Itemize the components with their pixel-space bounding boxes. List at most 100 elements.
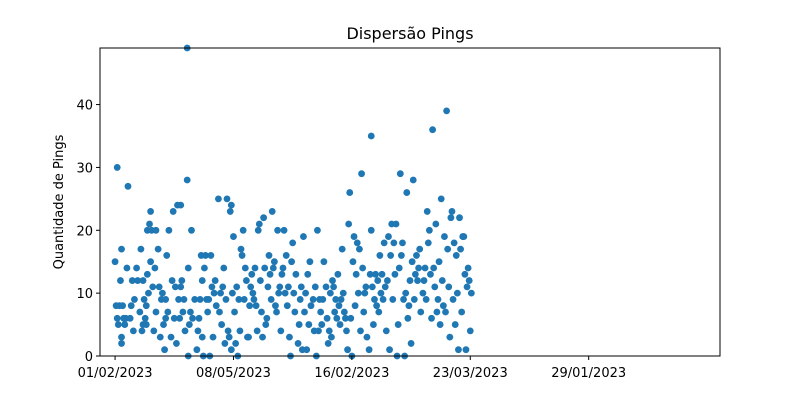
data-point bbox=[180, 296, 188, 303]
data-point bbox=[439, 302, 447, 310]
data-point bbox=[155, 283, 163, 291]
data-point bbox=[171, 283, 179, 291]
data-point bbox=[113, 314, 121, 322]
data-point bbox=[152, 226, 160, 234]
data-point bbox=[165, 226, 173, 234]
data-point bbox=[161, 346, 168, 354]
data-point bbox=[176, 314, 184, 322]
data-point bbox=[449, 296, 457, 303]
data-point bbox=[248, 270, 256, 278]
data-point bbox=[126, 314, 134, 322]
data-point bbox=[162, 314, 170, 322]
data-point bbox=[455, 346, 462, 354]
data-point bbox=[453, 289, 461, 297]
data-point bbox=[207, 252, 215, 259]
data-point bbox=[235, 296, 243, 303]
y-tick-label: 10 bbox=[76, 287, 93, 302]
data-point bbox=[283, 302, 291, 310]
data-point bbox=[258, 308, 265, 316]
data-point bbox=[224, 327, 232, 335]
data-point bbox=[222, 296, 230, 303]
data-point bbox=[198, 277, 206, 284]
data-point bbox=[320, 258, 328, 266]
data-point bbox=[425, 226, 433, 234]
data-point bbox=[300, 233, 307, 240]
data-point bbox=[376, 252, 384, 259]
data-point bbox=[430, 264, 438, 272]
data-point bbox=[160, 321, 167, 328]
data-point bbox=[277, 327, 285, 335]
data-point bbox=[460, 233, 468, 240]
data-point bbox=[318, 321, 326, 328]
data-point bbox=[113, 164, 121, 171]
data-point bbox=[266, 270, 274, 278]
data-point bbox=[236, 327, 244, 335]
data-point bbox=[353, 239, 361, 247]
data-point bbox=[368, 283, 376, 291]
y-tick-label: 20 bbox=[76, 224, 93, 239]
data-point bbox=[142, 321, 150, 328]
data-point bbox=[201, 264, 208, 272]
data-point bbox=[154, 245, 162, 253]
data-point bbox=[136, 308, 144, 316]
data-point bbox=[168, 277, 176, 284]
data-point bbox=[133, 264, 141, 272]
data-point bbox=[437, 195, 445, 203]
data-point bbox=[435, 258, 443, 266]
data-point bbox=[282, 252, 290, 259]
data-point bbox=[246, 302, 254, 310]
data-point bbox=[119, 302, 126, 310]
data-point bbox=[255, 220, 263, 228]
data-point bbox=[247, 283, 255, 291]
data-point bbox=[217, 289, 224, 297]
data-point bbox=[145, 289, 152, 297]
data-point bbox=[202, 252, 209, 259]
data-point bbox=[278, 270, 286, 278]
data-point bbox=[446, 333, 454, 341]
data-point bbox=[230, 233, 237, 240]
data-point bbox=[334, 270, 342, 278]
data-point bbox=[254, 226, 262, 234]
data-point bbox=[385, 233, 392, 240]
data-point bbox=[256, 277, 264, 284]
data-point bbox=[360, 308, 368, 316]
data-point bbox=[179, 308, 187, 316]
data-point bbox=[215, 195, 222, 203]
data-point bbox=[352, 270, 360, 278]
data-point bbox=[288, 258, 295, 266]
data-point bbox=[164, 308, 172, 316]
data-point bbox=[415, 264, 423, 272]
data-point bbox=[363, 333, 371, 341]
data-point bbox=[340, 308, 348, 316]
data-point bbox=[436, 321, 444, 328]
data-point bbox=[184, 264, 192, 272]
data-point bbox=[378, 270, 386, 278]
data-point bbox=[452, 252, 460, 259]
data-point bbox=[211, 277, 219, 284]
data-point bbox=[239, 226, 247, 234]
data-point bbox=[391, 270, 399, 278]
data-point bbox=[366, 270, 374, 278]
data-point bbox=[465, 277, 473, 284]
data-point bbox=[434, 296, 442, 303]
data-point bbox=[421, 264, 429, 272]
data-point bbox=[405, 302, 413, 310]
data-point bbox=[231, 308, 238, 316]
data-point bbox=[204, 308, 212, 316]
data-point bbox=[428, 314, 435, 322]
data-point bbox=[131, 296, 138, 303]
data-point bbox=[250, 296, 258, 303]
data-point bbox=[396, 170, 404, 178]
data-point bbox=[151, 264, 159, 272]
data-point bbox=[205, 296, 213, 303]
data-point bbox=[129, 327, 137, 335]
data-point bbox=[413, 252, 420, 259]
y-tick-label: 30 bbox=[76, 161, 93, 176]
data-point bbox=[227, 346, 235, 354]
data-point bbox=[445, 283, 453, 291]
data-point bbox=[123, 264, 131, 272]
data-point bbox=[223, 195, 231, 203]
data-point bbox=[315, 327, 322, 335]
data-point bbox=[367, 226, 375, 234]
data-point bbox=[240, 296, 248, 303]
